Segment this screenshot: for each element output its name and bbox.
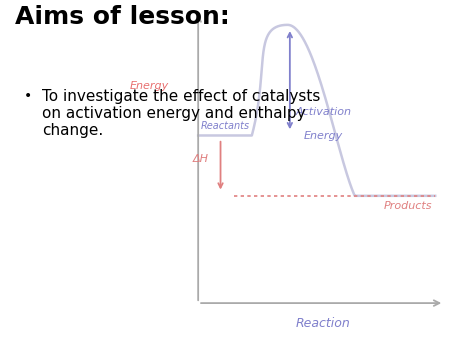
Text: ΔH: ΔH: [193, 154, 208, 164]
Text: Activation: Activation: [295, 107, 351, 117]
Text: To investigate the effect of catalysts
on activation energy and enthalpy
change.: To investigate the effect of catalysts o…: [42, 89, 320, 138]
Text: •: •: [24, 89, 32, 102]
Text: Reaction: Reaction: [296, 317, 351, 330]
Text: Energy: Energy: [304, 131, 343, 141]
Text: Energy: Energy: [129, 80, 169, 91]
Text: Reactants: Reactants: [200, 121, 250, 131]
Text: Products: Products: [384, 201, 432, 211]
Text: Aims of lesson:: Aims of lesson:: [15, 5, 229, 29]
